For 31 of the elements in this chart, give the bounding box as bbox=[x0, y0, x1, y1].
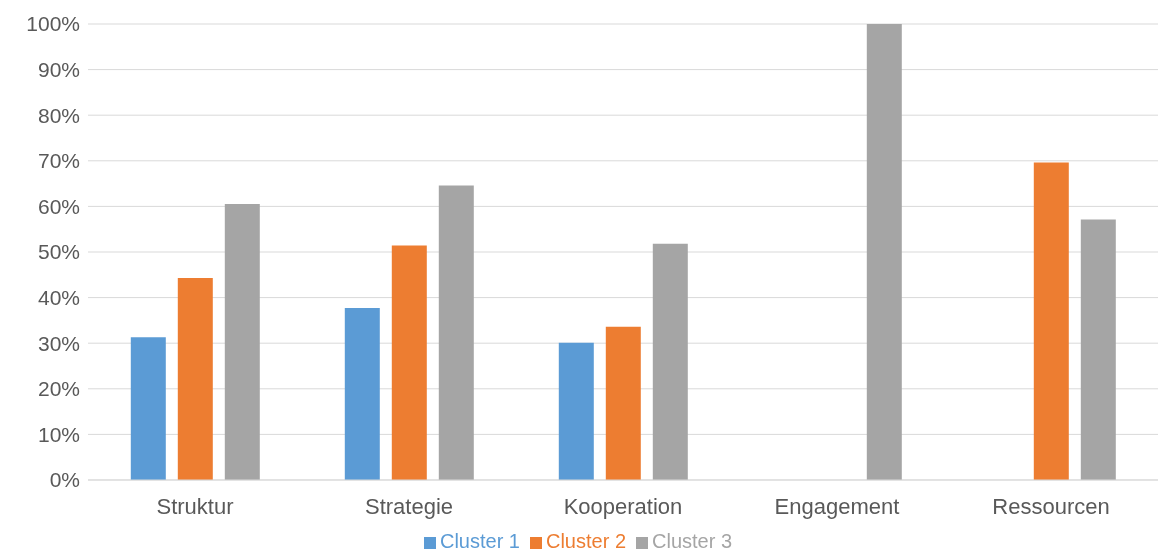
y-tick-label: 90% bbox=[37, 58, 80, 82]
bar bbox=[1080, 219, 1116, 480]
bar bbox=[344, 308, 380, 480]
legend-label: Cluster 1 bbox=[439, 530, 520, 552]
x-tick-label: Engagement bbox=[774, 493, 900, 519]
bar bbox=[224, 204, 260, 480]
bar bbox=[866, 24, 902, 480]
y-tick-label: 40% bbox=[37, 286, 80, 310]
x-tick-label: Strategie bbox=[364, 493, 454, 519]
legend-label: Cluster 2 bbox=[545, 530, 627, 552]
bar bbox=[130, 337, 166, 480]
bar bbox=[558, 342, 594, 480]
y-tick-label: 80% bbox=[37, 103, 80, 127]
y-tick-label: 50% bbox=[37, 240, 80, 264]
y-tick-label: 30% bbox=[37, 331, 80, 355]
bar bbox=[438, 185, 474, 480]
y-tick-label: 100% bbox=[26, 12, 80, 36]
bar bbox=[391, 245, 427, 480]
y-tick-label: 70% bbox=[37, 149, 80, 173]
y-tick-label: 0% bbox=[49, 468, 80, 492]
bar bbox=[177, 277, 213, 480]
y-tick-label: 20% bbox=[37, 377, 80, 401]
x-tick-label: Kooperation bbox=[563, 493, 683, 519]
bar bbox=[652, 243, 688, 480]
y-tick-label: 10% bbox=[37, 422, 80, 446]
x-tick-label: Struktur bbox=[156, 493, 234, 519]
legend-label: Cluster 3 bbox=[652, 530, 733, 552]
bar bbox=[1033, 162, 1069, 480]
y-tick-label: 60% bbox=[37, 194, 80, 218]
bar bbox=[605, 326, 641, 480]
x-tick-label: Ressourcen bbox=[992, 493, 1110, 519]
